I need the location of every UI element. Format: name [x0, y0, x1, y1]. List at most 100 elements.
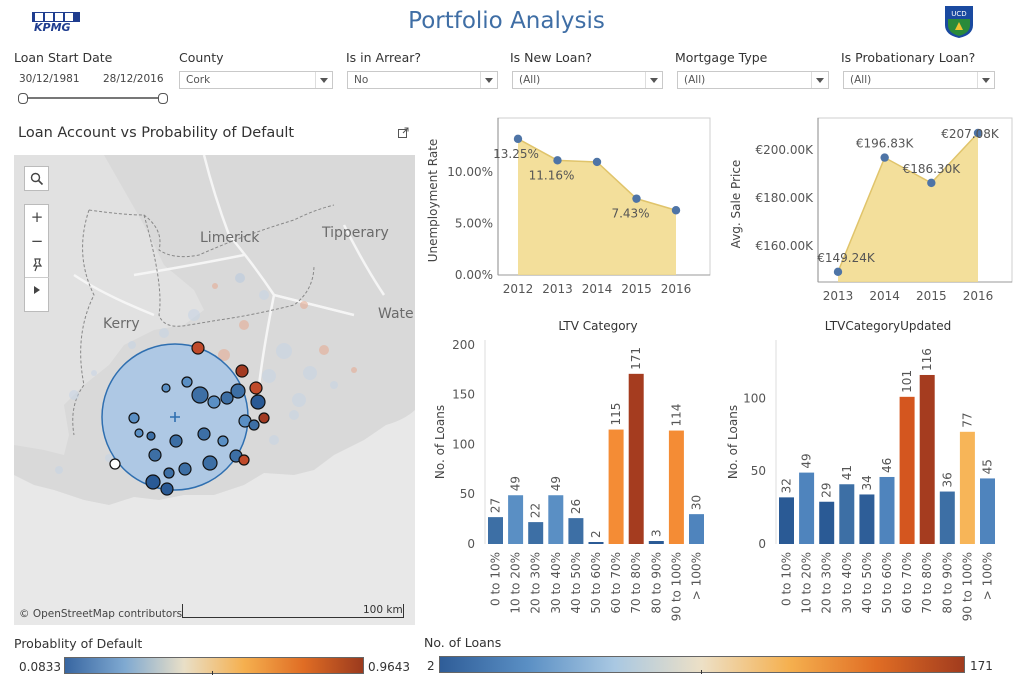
bar	[779, 497, 794, 544]
x-tick-label: 2014	[582, 282, 613, 296]
probationary-select-value: (All)	[850, 74, 872, 86]
bar	[608, 429, 624, 544]
loans-legend-tick	[701, 670, 702, 674]
x-tick-label: 2013	[542, 282, 573, 296]
data-label: €186.30K	[903, 162, 962, 176]
bar	[628, 373, 644, 544]
county-select[interactable]: Cork	[179, 71, 333, 89]
external-link-icon[interactable]	[398, 123, 409, 138]
chevron-down-icon	[811, 72, 828, 88]
bar	[980, 478, 995, 544]
bar-value-label: 30	[690, 495, 704, 510]
county-filter-label: County	[179, 50, 224, 65]
bar	[668, 430, 684, 544]
arrear-filter-label: Is in Arrear?	[346, 50, 421, 65]
ltv-category-plot: 0 50 100 150 200 27 0 to 10% 49 10 to 20% 22 20 to…	[433, 338, 704, 621]
play-icon	[34, 286, 40, 294]
x-tick-label: 10 to 20%	[800, 552, 814, 614]
y-tick-label: 150	[452, 388, 475, 402]
map-label-waterford: Wate	[378, 306, 414, 322]
bar	[939, 491, 955, 544]
data-point	[927, 178, 936, 188]
bar-value-label: 49	[509, 476, 523, 491]
y-axis-label: Avg. Sale Price	[729, 160, 743, 249]
x-tick-label: 2015	[916, 289, 947, 303]
x-tick-label: 70 to 80%	[920, 552, 934, 614]
probability-legend-title: Probablity of Default	[14, 636, 143, 651]
probability-legend-max: 0.9643	[368, 660, 410, 674]
x-tick-label: 10 to 20%	[509, 552, 523, 614]
y-axis-label: No. of Loans	[726, 405, 740, 479]
bar	[508, 495, 524, 544]
area-fill	[518, 138, 676, 275]
kpmg-logo-text: KPMG	[34, 21, 71, 32]
chevron-down-icon	[315, 72, 332, 88]
x-tick-label: > 100%	[981, 552, 995, 600]
map-panel-title: Loan Account vs Probability of Default	[18, 125, 295, 141]
arrear-select[interactable]: No	[347, 71, 498, 89]
y-tick-label: 0.00%	[455, 268, 493, 282]
x-tick-label: 2015	[621, 282, 652, 296]
y-tick-label: 0	[758, 537, 766, 551]
x-tick-label: 2012	[503, 282, 534, 296]
x-tick-label: 60 to 70%	[900, 552, 914, 614]
map-label-kerry: Kerry	[103, 316, 140, 332]
ucd-crest-logo: UCD	[944, 5, 974, 39]
ltv-category-updated-chart: 0 50 100 32 0 to 10% 49 10 to 20% 29 20 to 30% 41…	[726, 340, 995, 621]
x-tick-label: 20 to 30%	[820, 552, 834, 614]
bar	[548, 495, 564, 544]
bar-value-label: 77	[960, 413, 974, 428]
data-point	[553, 156, 562, 165]
unemployment-rate-chart: 13.25% 2012 11.16% 2013 2014 7.43% 2015 2016 0.0…	[426, 117, 711, 296]
date-slider-start-handle[interactable]	[18, 93, 28, 104]
y-tick-label: 10.00%	[447, 165, 493, 179]
page-title: Portfolio Analysis	[408, 8, 605, 34]
area-fill	[838, 133, 978, 282]
map-toolbar-expand-button[interactable]	[25, 277, 49, 302]
bar-value-label: 36	[940, 472, 954, 487]
y-tick-label: €160.00K	[756, 239, 815, 253]
x-tick-label: 70 to 80%	[629, 552, 643, 614]
new-loan-select[interactable]: (All)	[512, 71, 663, 89]
map-search-button[interactable]	[24, 166, 49, 191]
data-label: €196.83K	[856, 137, 915, 151]
x-tick-label: 50 to 60%	[880, 552, 894, 614]
unemployment-chart-plot: 13.25% 2012 11.16% 2013 2014 7.43% 2015 2016 0.0…	[426, 117, 711, 296]
x-tick-label: 50 to 60%	[589, 552, 603, 614]
y-tick-label: €180.00K	[756, 191, 815, 205]
bar	[819, 501, 835, 544]
date-slider-end-handle[interactable]	[158, 93, 168, 104]
bar-value-label: 49	[800, 453, 814, 468]
y-axis-label: No. of Loans	[433, 405, 447, 479]
probationary-select[interactable]: (All)	[843, 71, 995, 89]
pin-map-button[interactable]	[25, 253, 49, 277]
data-point	[671, 206, 681, 215]
map-canvas	[14, 155, 415, 625]
zoom-in-button[interactable]: +	[30, 208, 44, 226]
loan-start-date-to: 28/12/2016	[103, 73, 164, 85]
bar	[959, 431, 975, 544]
mortgage-type-select[interactable]: (All)	[677, 71, 829, 89]
x-tick-label: 0 to 10%	[489, 552, 503, 606]
ltv-category-chart: 0 50 100 150 200 27 0 to 10% 49 10 to 20% 22 20 to…	[433, 338, 704, 621]
county-select-value: Cork	[186, 74, 211, 86]
loans-legend-gradient	[439, 656, 965, 673]
bar-value-label: 115	[609, 403, 623, 426]
bar-value-label: 49	[549, 476, 563, 491]
x-tick-label: 2016	[661, 282, 692, 296]
data-point	[513, 134, 523, 144]
zoom-out-button[interactable]: −	[30, 232, 44, 250]
bar	[839, 484, 855, 544]
map-view[interactable]: Limerick Tipperary Kerry Wate + − © Open…	[14, 155, 415, 625]
date-slider-track[interactable]	[21, 97, 164, 99]
y-tick-label: 50	[751, 464, 766, 478]
bar-value-label: 45	[981, 459, 995, 474]
ltv-category-updated-plot: 0 50 100 32 0 to 10% 49 10 to 20% 29 20 to 30% 41…	[726, 340, 995, 621]
bar	[488, 517, 503, 544]
bar-value-label: 114	[669, 404, 683, 427]
loans-legend-max: 171	[970, 659, 993, 673]
y-tick-label: 100	[743, 391, 766, 405]
x-tick-label: 30 to 40%	[840, 552, 854, 614]
x-tick-label: 60 to 70%	[609, 552, 623, 614]
loans-legend-title: No. of Loans	[424, 635, 502, 650]
